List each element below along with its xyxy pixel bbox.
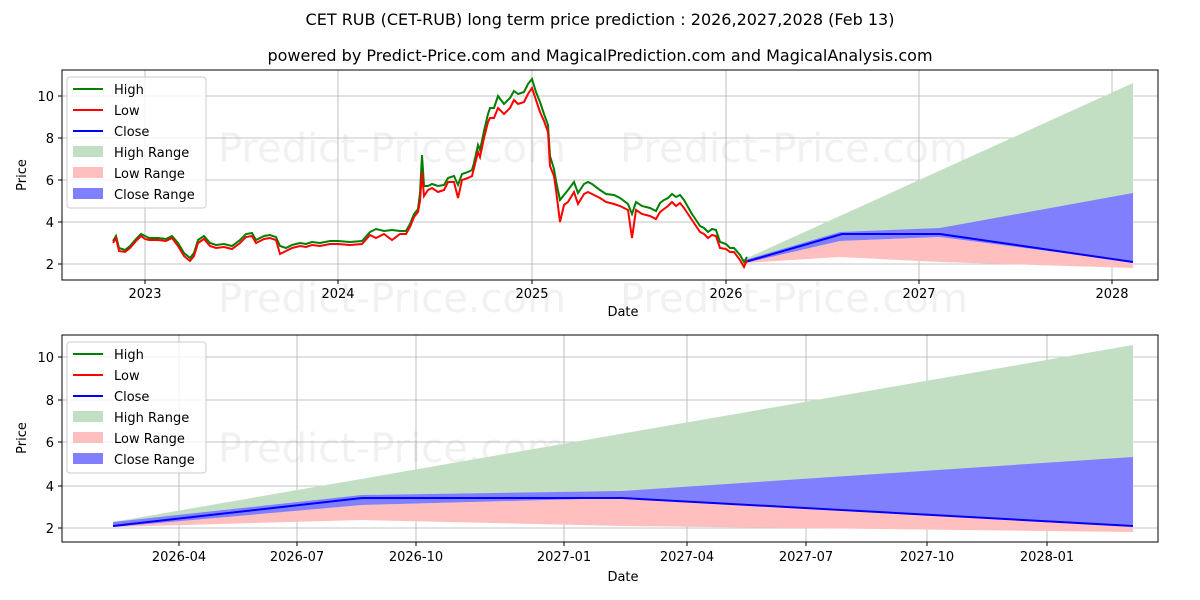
svg-text:2028-01: 2028-01 (1020, 550, 1074, 565)
chart-title: CET RUB (CET-RUB) long term price predic… (305, 10, 895, 29)
svg-text:10: 10 (37, 351, 54, 366)
close-range-area (113, 457, 1133, 527)
bottom-axes-frame (61, 334, 1159, 543)
svg-text:6: 6 (46, 174, 54, 189)
svg-text:2027: 2027 (902, 287, 935, 302)
top-y-axis: 10 8 6 4 2 Price (15, 90, 62, 273)
legend-high-range-swatch (73, 146, 103, 157)
svg-text:2026-10: 2026-10 (389, 550, 443, 565)
svg-text:High Range: High Range (114, 411, 189, 426)
svg-text:2026: 2026 (709, 287, 742, 302)
svg-text:2025: 2025 (515, 287, 548, 302)
svg-text:6: 6 (46, 436, 54, 451)
legend-close-range-swatch (73, 453, 103, 464)
legend-high-range-swatch (73, 411, 103, 422)
svg-text:High: High (114, 348, 144, 363)
svg-text:2026-04: 2026-04 (152, 550, 206, 565)
svg-text:10: 10 (37, 90, 54, 105)
bottom-x-axis: 2026-04 2026-07 2026-10 2027-01 2027-04 … (152, 542, 1074, 585)
watermark: Predict-Price.com (620, 126, 968, 172)
watermark: Predict-Price.com (218, 276, 566, 322)
top-chart: Predict-Price.com Predict-Price.com Pred… (15, 69, 1159, 322)
low-range-area (113, 498, 1133, 532)
legend-low-range-swatch (73, 432, 103, 443)
legend-close-range-swatch (73, 188, 103, 199)
x-axis-label: Date (607, 305, 638, 320)
close-forecast-line (112, 497, 1134, 527)
svg-text:2028: 2028 (1095, 287, 1128, 302)
svg-text:2026-07: 2026-07 (270, 550, 324, 565)
watermark: Predict-Price.com (218, 126, 566, 172)
svg-text:2027-10: 2027-10 (900, 550, 954, 565)
svg-text:4: 4 (46, 216, 54, 231)
x-axis-label: Date (607, 570, 638, 585)
svg-text:Close Range: Close Range (114, 188, 195, 203)
svg-text:2023: 2023 (128, 287, 161, 302)
svg-text:2: 2 (46, 258, 54, 273)
watermark: Predict-Price.com (620, 276, 968, 322)
high-range-area (113, 345, 1133, 525)
svg-text:2: 2 (46, 522, 54, 537)
svg-text:2027-04: 2027-04 (660, 550, 714, 565)
legend-low-range-swatch (73, 167, 103, 178)
close-range-area (745, 193, 1133, 263)
svg-text:Low: Low (114, 104, 140, 119)
top-legend: High Low Close High Range Low Range Clos… (66, 76, 207, 209)
low-range-area (745, 237, 1133, 268)
svg-text:High Range: High Range (114, 146, 189, 161)
low-line (112, 85, 748, 270)
svg-text:2027-01: 2027-01 (537, 550, 591, 565)
svg-text:4: 4 (46, 480, 54, 495)
svg-text:Close: Close (114, 125, 149, 140)
svg-text:2024: 2024 (321, 287, 354, 302)
y-axis-label: Price (15, 422, 30, 454)
chart-subtitle: powered by Predict-Price.com and Magical… (267, 46, 933, 65)
close-forecast-line (744, 233, 1134, 263)
top-axes-frame (61, 69, 1159, 281)
svg-text:Low: Low (114, 369, 140, 384)
svg-text:2027-07: 2027-07 (779, 550, 833, 565)
svg-text:8: 8 (46, 394, 54, 409)
bottom-legend: High Low Close High Range Low Range Clos… (66, 341, 207, 474)
high-line (112, 76, 748, 264)
svg-text:Close Range: Close Range (114, 453, 195, 468)
svg-text:Low Range: Low Range (114, 167, 185, 182)
svg-text:High: High (114, 83, 144, 98)
bottom-chart: Predict-Price.com Predict-Price.com 10 8 (15, 334, 1159, 585)
svg-text:Close: Close (114, 390, 149, 405)
svg-text:8: 8 (46, 132, 54, 147)
bottom-y-axis: 10 8 6 4 2 Price (15, 351, 62, 537)
top-x-axis: 2023 2024 2025 2026 2027 2028 Date (128, 280, 1129, 320)
y-axis-label: Price (15, 159, 30, 191)
svg-text:Low Range: Low Range (114, 432, 185, 447)
